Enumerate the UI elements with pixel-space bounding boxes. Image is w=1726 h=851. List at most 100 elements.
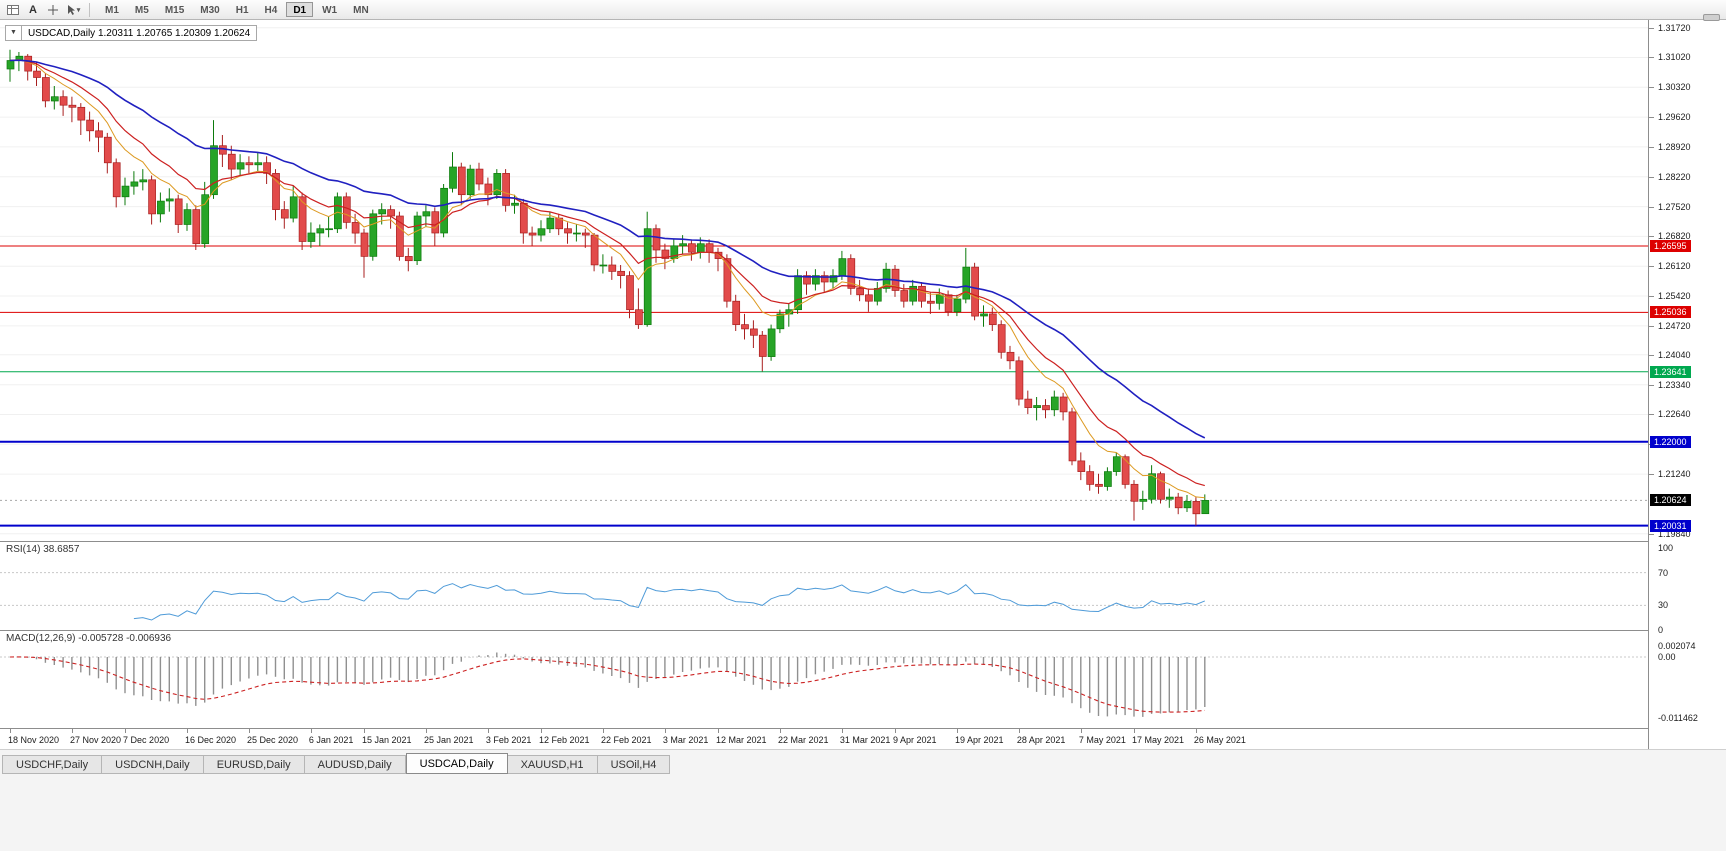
timeframe-button-h4[interactable]: H4 (264, 5, 278, 16)
price-axis-label: 1.21240 (1658, 469, 1691, 480)
time-axis-label: 12 Mar 2021 (716, 735, 767, 745)
price-axis-tick (1649, 325, 1654, 327)
rsi-pane-canvas[interactable] (0, 542, 1648, 630)
price-axis-label: 1.24720 (1658, 320, 1691, 331)
hline-price-tag[interactable]: 1.23641 (1650, 365, 1691, 378)
chart-tab-usdcnh[interactable]: USDCNH,Daily (102, 755, 204, 774)
time-axis-label: 22 Mar 2021 (777, 735, 829, 745)
time-axis-tick (664, 729, 666, 733)
timeframe-button-d1[interactable]: D1 (286, 2, 314, 17)
price-axis-tick (1649, 296, 1654, 298)
symbol-ohlc-text: USDCAD,Daily 1.20311 1.20765 1.20309 1.2… (27, 27, 251, 39)
toolbar-separator (89, 2, 90, 17)
time-axis-label: 27 Nov 2020 (69, 735, 121, 745)
chart-tab-usdchf[interactable]: USDCHF,Daily (2, 755, 103, 774)
time-axis-tick (841, 729, 843, 733)
price-axis[interactable]: 1.31720 1.31020 1.30320 1.29620 1.28920 1.282… (1648, 20, 1726, 749)
timeframe-button-m15[interactable]: M15 (164, 5, 185, 16)
price-axis-tick (1649, 474, 1654, 476)
current-price-tag: 1.20624 (1650, 494, 1691, 507)
time-axis-tick (487, 729, 489, 733)
grid-icon[interactable] (4, 2, 22, 18)
rsi-axis-label: 0 (1658, 625, 1664, 635)
hline-price-tag[interactable]: 1.20031 (1650, 519, 1691, 532)
time-axis-label: 7 Dec 2020 (123, 735, 170, 745)
price-axis-tick (1649, 266, 1654, 268)
price-axis-tick (1649, 57, 1654, 59)
time-axis-tick (1195, 729, 1197, 733)
price-axis-label: 1.29620 (1658, 112, 1691, 123)
time-axis-tick (718, 729, 719, 733)
time-axis-label: 25 Jan 2021 (423, 735, 474, 745)
chart-scroll-marker[interactable] (1703, 14, 1720, 21)
time-axis-tick (425, 729, 427, 733)
price-axis-label: 1.30320 (1658, 82, 1691, 93)
cursor-tool-button[interactable]: ▾ (64, 2, 82, 18)
crosshair-icon[interactable] (44, 2, 62, 18)
pane-resize-handle[interactable] (0, 728, 1726, 729)
macd-axis-label: -0.011462 (1658, 713, 1698, 723)
hline-price-tag[interactable]: 1.25036 (1650, 306, 1691, 319)
timeframe-button-h1[interactable]: H1 (235, 5, 249, 16)
chart-tab-bar: USDCHF,Daily USDCNH,Daily EURUSD,Daily AUDU… (2, 753, 671, 774)
macd-axis-label: 0.00 (1658, 652, 1676, 662)
rsi-axis-label: 100 (1658, 543, 1674, 553)
time-axis-label: 25 Dec 2020 (246, 735, 298, 745)
timeframe-toolbar: M1 M5 M15 M30 H1 H4 D1 W1 MN (97, 2, 377, 17)
timeframe-button-m1[interactable]: M1 (105, 5, 119, 16)
price-axis-tick (1649, 414, 1654, 416)
time-axis-tick (364, 729, 365, 733)
timeframe-button-m30[interactable]: M30 (200, 5, 220, 16)
time-axis-label: 3 Mar 2021 (662, 735, 709, 745)
chart-tab-eurusd[interactable]: EURUSD,Daily (203, 755, 305, 774)
price-axis-tick (1649, 236, 1654, 238)
time-axis-tick (1018, 729, 1020, 733)
price-axis-label: 1.31720 (1658, 22, 1691, 33)
main-chart-canvas[interactable] (0, 20, 1648, 541)
time-axis-label: 6 Jan 2021 (308, 735, 354, 745)
pane-resize-handle[interactable] (0, 630, 1726, 631)
price-axis-tick (1649, 354, 1654, 356)
time-axis-tick (956, 729, 958, 733)
rsi-label: RSI(14) 38.6857 (6, 544, 80, 555)
time-axis-label: 18 Nov 2020 (8, 735, 60, 745)
timeframe-button-w1[interactable]: W1 (322, 5, 338, 16)
timeframe-button-m5[interactable]: M5 (134, 5, 149, 16)
time-axis-tick (187, 729, 188, 733)
time-axis-tick (895, 729, 896, 733)
time-axis-label: 15 Jan 2021 (362, 735, 412, 745)
time-axis-label: 26 May 2021 (1193, 735, 1246, 745)
time-axis[interactable]: 18 Nov 2020 27 Nov 2020 7 Dec 2020 16 Dec 2… (0, 729, 1648, 749)
one-click-collapse-icon[interactable]: ▼ (6, 26, 22, 40)
time-axis-tick (541, 729, 542, 733)
price-axis-tick (1649, 206, 1654, 208)
text-annotation-button[interactable]: A (29, 3, 37, 16)
macd-pane-canvas[interactable] (0, 631, 1648, 728)
grid-icon-glyph (7, 4, 19, 15)
price-axis-label: 1.27520 (1658, 201, 1691, 212)
hline-price-tag[interactable]: 1.26595 (1650, 239, 1691, 252)
price-axis-tick (1649, 146, 1654, 148)
time-axis-tick (310, 729, 312, 733)
crosshair-icon-glyph (48, 4, 58, 15)
price-axis-label: 1.28220 (1658, 171, 1691, 182)
chart-tab-xauusd[interactable]: XAUUSD,H1 (507, 755, 598, 774)
price-axis-tick (1649, 176, 1654, 178)
macd-label: MACD(12,26,9) -0.005728 -0.006936 (6, 633, 172, 644)
chart-tab-usoil[interactable]: USOil,H4 (597, 755, 671, 774)
hline-price-tag[interactable]: 1.22000 (1650, 435, 1691, 448)
time-axis-label: 12 Feb 2021 (539, 735, 590, 745)
timeframe-button-mn[interactable]: MN (353, 5, 369, 16)
chart-ohlc-header: ▼ USDCAD,Daily 1.20311 1.20765 1.20309 1… (5, 25, 258, 41)
pane-resize-handle[interactable] (0, 541, 1726, 542)
price-axis-label: 1.19840 (1658, 528, 1691, 539)
bottom-bar: USDCHF,Daily USDCNH,Daily EURUSD,Daily AUDU… (0, 749, 1726, 851)
time-axis-label: 16 Dec 2020 (185, 735, 237, 745)
chart-tab-audusd[interactable]: AUDUSD,Daily (304, 755, 406, 774)
cursor-icon (67, 4, 75, 15)
price-axis-label: 1.25420 (1658, 291, 1691, 302)
macd-axis-label: 0.002074 (1658, 640, 1696, 651)
chart-tab-usdcad[interactable]: USDCAD,Daily (405, 753, 508, 774)
time-axis-tick (10, 729, 11, 733)
